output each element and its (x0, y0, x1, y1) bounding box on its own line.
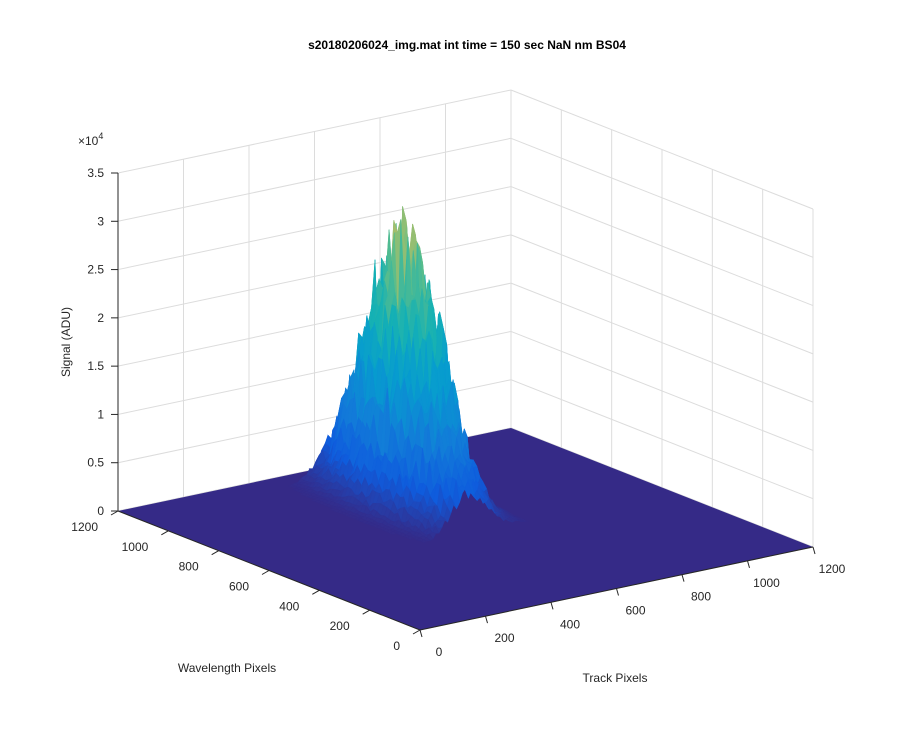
x-tick-mark (747, 560, 750, 568)
y-tick-label: 600 (229, 580, 249, 594)
x-tick-label: 0 (436, 645, 443, 659)
z-exponent-base: ×10 (78, 134, 99, 148)
y-tick-label: 200 (330, 619, 350, 633)
grid-line-z-back-wall (117, 137, 512, 222)
y-tick-mark (412, 629, 421, 635)
grid-line-z-back-wall (117, 282, 512, 367)
x-tick-label: 600 (625, 604, 645, 618)
axes (110, 172, 816, 638)
grid-line-z-side-wall (510, 330, 814, 451)
x-axis-label: Track Pixels (583, 671, 648, 685)
surface-patch (419, 539, 428, 544)
y-axis-label: Wavelength Pixels (178, 661, 276, 675)
x-tick-label: 800 (691, 590, 711, 604)
y-tick-mark (161, 530, 169, 536)
grid-line-z-side-wall (510, 282, 814, 403)
x-tick-mark (419, 629, 423, 638)
tick-labels: 0200400600800100012000200400600800100012… (71, 166, 845, 659)
grid-line-z-side-wall (510, 89, 814, 210)
z-tick-label: 1 (97, 407, 104, 421)
x-tick-mark (550, 602, 554, 610)
grid-line-z-side-wall (510, 137, 814, 258)
surface-floor (118, 428, 813, 630)
z-exponent-label: ×104 (78, 131, 103, 148)
y-tick-mark (312, 589, 320, 595)
x-tick-mark (812, 546, 816, 555)
y-tick-label: 1200 (71, 520, 98, 534)
x-tick-label: 1000 (753, 576, 780, 590)
z-axis-label: Signal (ADU) (59, 307, 73, 377)
z-tick-label: 1.5 (87, 359, 104, 373)
y-tick-mark (261, 570, 270, 575)
grid-line-z-side-wall (510, 234, 814, 355)
grid-line-z-back-wall (117, 186, 512, 271)
y-tick-mark (211, 550, 219, 556)
grid-line-z-side-wall (510, 379, 814, 500)
y-tick-mark (362, 609, 370, 615)
grid-line-z-back-wall (117, 234, 512, 319)
surface-plot (118, 206, 813, 630)
z-tick-label: 2.5 (87, 263, 104, 277)
y-tick-label: 1000 (122, 540, 149, 554)
z-tick-label: 3.5 (87, 166, 104, 180)
x-tick-label: 1200 (819, 562, 846, 576)
x-tick-mark (681, 574, 685, 582)
y-tick-label: 0 (393, 639, 400, 653)
x-tick-mark (485, 616, 488, 624)
grid-line-z-side-wall (510, 186, 814, 307)
x-tick-label: 200 (494, 631, 514, 645)
z-tick-label: 2 (97, 311, 104, 325)
z-tick-label: 3 (97, 214, 104, 228)
y-tick-label: 400 (279, 599, 299, 613)
x-tick-label: 400 (560, 617, 580, 631)
y-tick-mark (110, 510, 119, 516)
x-tick-mark (616, 588, 619, 596)
grid-line-z-back-wall (117, 89, 512, 174)
z-exponent-power: 4 (98, 131, 103, 141)
z-tick-label: 0.5 (87, 456, 104, 470)
y-tick-label: 800 (179, 560, 199, 574)
chart-title: s20180206024_img.mat int time = 150 sec … (308, 38, 626, 52)
z-tick-label: 0 (97, 504, 104, 518)
